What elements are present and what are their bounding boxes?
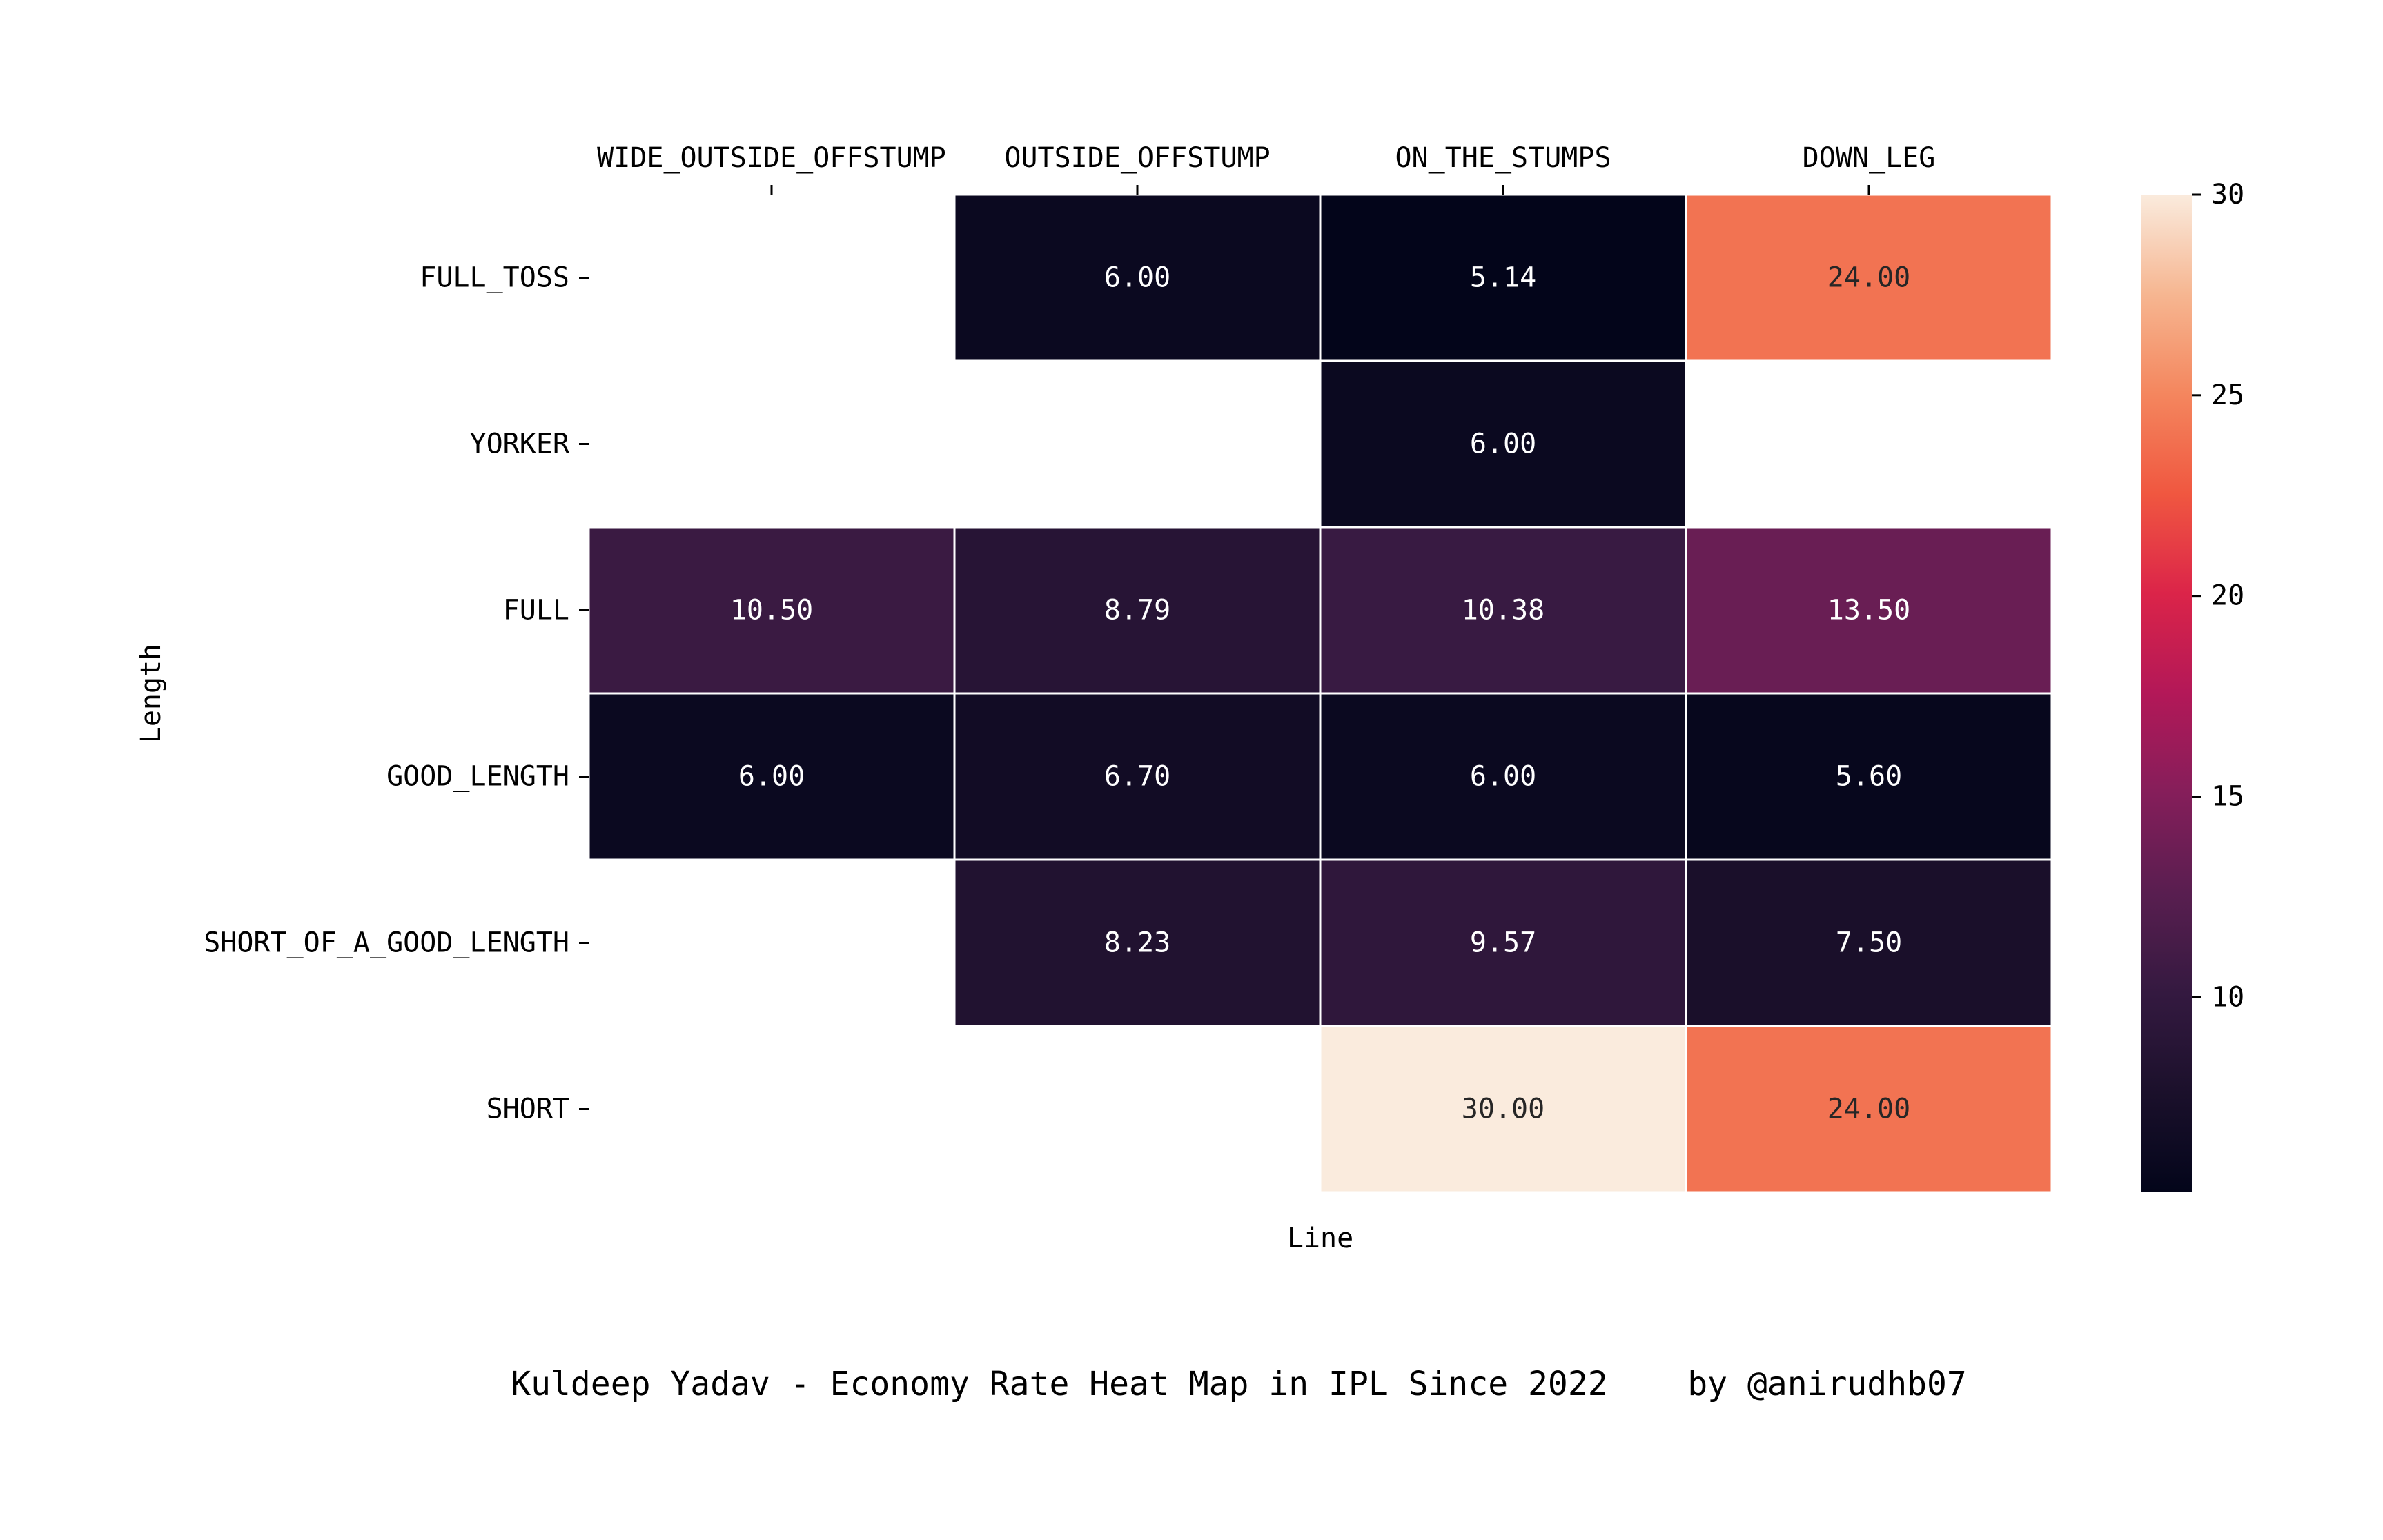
colorbar-tick-label: 10 bbox=[2211, 981, 2244, 1013]
heatmap-cell-value: 6.00 bbox=[1104, 262, 1170, 294]
heatmap-cell bbox=[1319, 1025, 1687, 1194]
heatmap-cell bbox=[953, 858, 1322, 1027]
heatmap-cell bbox=[1319, 858, 1687, 1027]
heatmap-cell-value: 8.79 bbox=[1104, 595, 1170, 626]
y-axis-label: Length bbox=[135, 644, 167, 744]
heatmap-cell-value: 5.60 bbox=[1836, 761, 1902, 793]
heatmap-cell bbox=[1685, 526, 2053, 695]
heatmap-cell bbox=[1319, 359, 1687, 529]
heatmap-cell bbox=[1685, 692, 2053, 861]
heatmap-cell bbox=[1319, 193, 1687, 362]
colorbar: 10 15 20 25 30 bbox=[2141, 179, 2244, 1192]
colorbar-tick-label: 15 bbox=[2211, 780, 2244, 812]
colorbar-tick-label: 25 bbox=[2211, 379, 2244, 411]
heatmap-cell-value: 13.50 bbox=[1827, 595, 1910, 626]
heatmap-cell-value: 9.57 bbox=[1470, 927, 1536, 959]
heatmap-cell bbox=[1685, 858, 2053, 1027]
heatmap-cell bbox=[953, 692, 1322, 861]
heatmap-cell-value: 6.00 bbox=[1470, 761, 1536, 793]
heatmap-cell-value: 6.70 bbox=[1104, 761, 1170, 793]
chart-caption: Kuldeep Yadav - Economy Rate Heat Map in… bbox=[511, 1365, 1967, 1403]
colorbar-tick-label: 30 bbox=[2211, 179, 2244, 210]
y-tick-label: GOOD_LENGTH bbox=[386, 761, 569, 793]
x-tick-label: ON_THE_STUMPS bbox=[1395, 142, 1611, 174]
heatmap-cell-value: 10.50 bbox=[730, 595, 813, 626]
heatmap-cell bbox=[1685, 1025, 2053, 1194]
x-axis-ticks: WIDE_OUTSIDE_OFFSTUMP OUTSIDE_OFFSTUMP ON_… bbox=[597, 142, 1935, 195]
heatmap-cell-value: 6.00 bbox=[1470, 428, 1536, 460]
heatmap-cell-value: 24.00 bbox=[1827, 1094, 1910, 1125]
x-tick-label: OUTSIDE_OFFSTUMP bbox=[1004, 142, 1270, 174]
heatmap-cell-labels: 6.00 5.14 24.00 6.00 10.50 8.79 10.38 13.50 6.00… bbox=[730, 262, 1910, 1125]
y-tick-label: SHORT_OF_A_GOOD_LENGTH bbox=[204, 927, 569, 959]
colorbar-tick-label: 20 bbox=[2211, 580, 2244, 612]
colorbar-gradient bbox=[2141, 195, 2192, 1192]
heatmap-cell-value: 5.14 bbox=[1470, 262, 1536, 294]
heatmap-cell-value: 24.00 bbox=[1827, 262, 1910, 294]
y-tick-label: SHORT bbox=[487, 1094, 569, 1125]
y-tick-label: FULL_TOSS bbox=[420, 262, 569, 294]
heatmap-cell-value: 7.50 bbox=[1836, 927, 1902, 959]
heatmap-cell-value: 6.00 bbox=[738, 761, 805, 793]
heatmap-cell-value: 8.23 bbox=[1104, 927, 1170, 959]
heatmap-cell bbox=[953, 526, 1322, 695]
heatmap-cell bbox=[587, 526, 956, 695]
y-tick-label: FULL bbox=[503, 595, 569, 626]
y-axis-ticks: FULL_TOSS YORKER FULL GOOD_LENGTH SHORT_OF_A… bbox=[204, 262, 589, 1125]
heatmap-cell-value: 30.00 bbox=[1462, 1094, 1544, 1125]
y-tick-label: YORKER bbox=[470, 428, 570, 460]
x-tick-label: DOWN_LEG bbox=[1803, 142, 1936, 174]
x-tick-label: WIDE_OUTSIDE_OFFSTUMP bbox=[597, 142, 946, 174]
heatmap-cells bbox=[587, 193, 2053, 1194]
heatmap-cell-value: 10.38 bbox=[1462, 595, 1544, 626]
x-axis-label: Line bbox=[1287, 1223, 1353, 1254]
heatmap-cell bbox=[953, 193, 1322, 362]
